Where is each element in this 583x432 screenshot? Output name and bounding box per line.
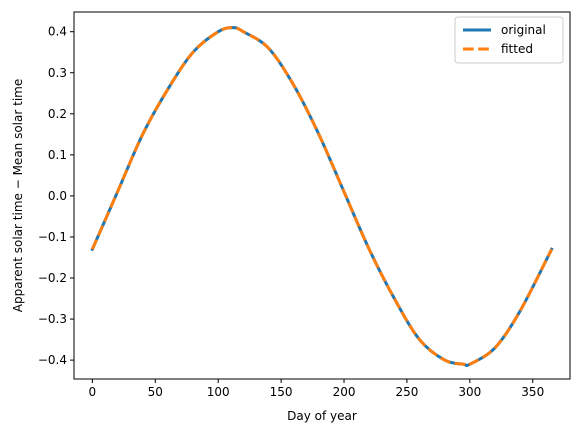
y-tick-label: −0.2 [38,271,67,285]
plot-area [73,11,571,380]
y-tick-label: −0.1 [38,230,67,244]
y-axis-label: Apparent solar time − Mean solar time [11,79,25,312]
y-tick-label: 0.2 [48,107,67,121]
y-axis-ticks: −0.4 −0.3 −0.2 −0.1 0.0 0.1 0.2 0.3 0.4 [38,25,74,367]
x-tick-label: 50 [148,385,163,399]
y-tick-label: 0.1 [48,148,67,162]
x-tick-label: 0 [89,385,97,399]
y-tick-label: −0.4 [38,353,67,367]
y-tick-label: 0.4 [48,25,67,39]
legend-label-original: original [501,23,546,37]
x-axis-ticks: 0 50 100 150 200 250 300 350 [89,379,544,399]
x-tick-label: 300 [458,385,481,399]
y-tick-label: −0.3 [38,312,67,326]
x-tick-label: 350 [521,385,544,399]
x-axis-label: Day of year [287,409,357,423]
y-tick-label: 0.0 [48,189,67,203]
legend-label-fitted: fitted [501,42,533,56]
x-tick-label: 250 [395,385,418,399]
x-tick-label: 100 [207,385,230,399]
series-group [90,26,554,368]
y-tick-label: 0.3 [48,66,67,80]
x-tick-label: 200 [333,385,356,399]
legend: original fitted [454,16,564,64]
series-line-fitted [90,26,553,368]
x-tick-label: 150 [270,385,293,399]
